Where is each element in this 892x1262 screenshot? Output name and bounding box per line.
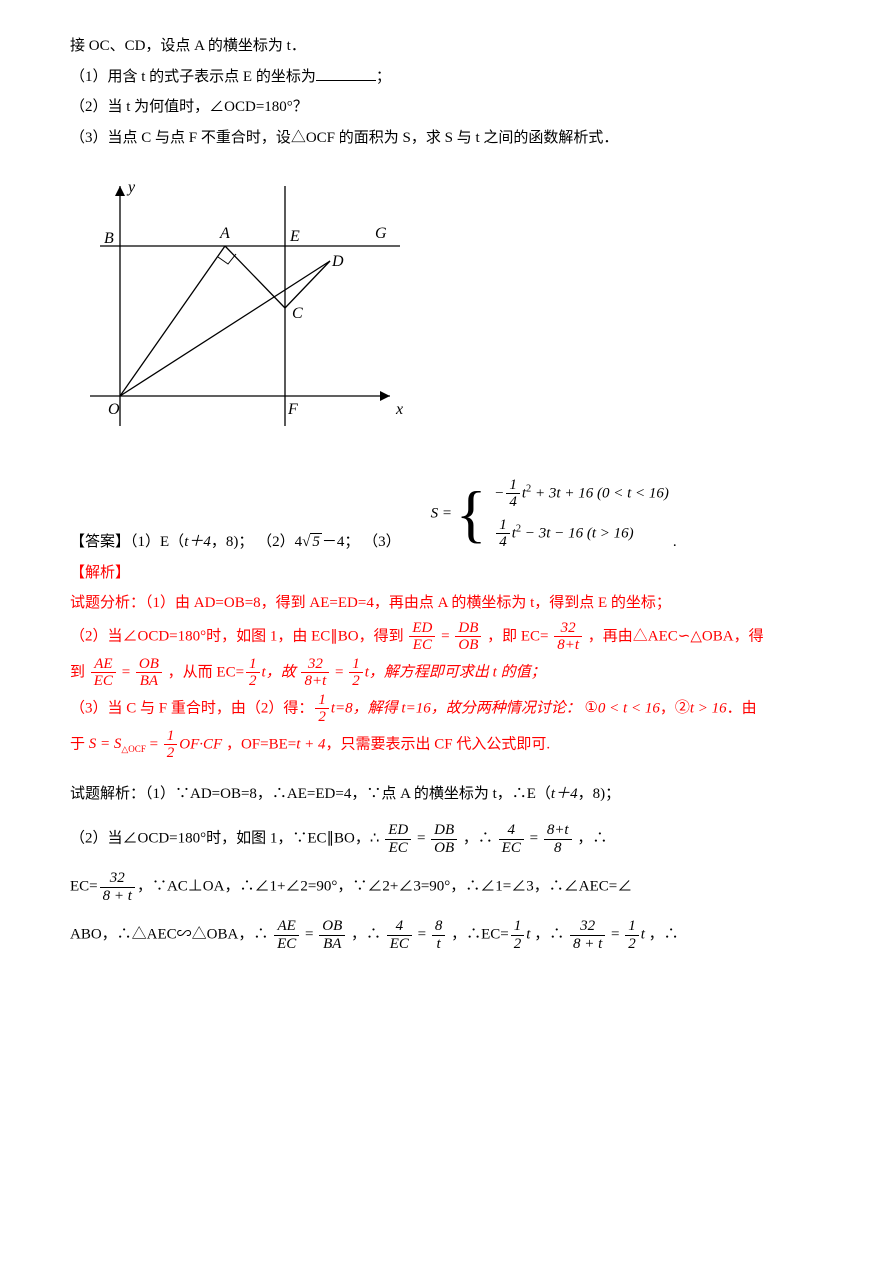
svg-text:B: B: [104, 230, 114, 247]
analysis-2b: 到 AEEC = OBBA ，从而 EC=12t，故 328+t = 12t，解…: [70, 656, 822, 690]
ans-2b: ；: [344, 534, 359, 550]
ans-2a: （2）: [257, 534, 295, 550]
analysis-2a: （2）当∠OCD=180°时，如图 1，由 EC∥BO，得到 EDEC = DB…: [70, 620, 822, 654]
ans-3a: （3）: [363, 534, 401, 550]
q1-text: （1）用含 t 的式子表示点 E 的坐标为: [70, 69, 316, 85]
svg-text:y: y: [126, 179, 136, 196]
analysis-3a: （3）当 C 与 F 重合时，由（2）得：12t=8，解得 t=16，故分两种情…: [70, 692, 822, 726]
piecewise-S: S = { −14t2 + 3t + 16 (0 < t < 16) 14t2 …: [431, 471, 669, 557]
ans-1-exp: t＋4: [184, 534, 211, 550]
ans-2-exp: 4√5－4: [295, 533, 345, 550]
answer-label: 【答案】: [70, 534, 130, 550]
svg-text:A: A: [219, 225, 230, 242]
analysis-1: 试题分析：（1）由 AD=OB=8，得到 AE=ED=4，再由点 A 的横坐标为…: [70, 589, 822, 618]
q1-semi: ；: [376, 69, 391, 85]
svg-text:E: E: [289, 228, 300, 245]
ans-period: .: [673, 528, 677, 557]
blank-fill: [316, 65, 376, 81]
svg-text:x: x: [395, 401, 403, 418]
solution-2a: （2）当∠OCD=180°时，如图 1，∵EC∥BO，∴ EDEC = DBOB…: [70, 822, 822, 856]
svg-text:C: C: [292, 305, 303, 322]
answer-row: 【答案】（1）E（t＋4，8)； （2）4√5－4； （3） S = { −14…: [70, 471, 822, 557]
svg-text:D: D: [331, 253, 344, 270]
ans-1a: （1）E（: [130, 534, 184, 550]
analysis-title: 【解析】: [70, 559, 822, 588]
S-equals: S =: [431, 505, 452, 521]
analysis-3b: 于 S = S△OCF = 12OF·CF ，OF=BE=t + 4，只需要表示…: [70, 728, 822, 762]
svg-text:O: O: [108, 401, 120, 418]
ans-1b: ，8)；: [211, 534, 254, 550]
problem-line-1: （1）用含 t 的式子表示点 E 的坐标为 ；: [70, 63, 822, 92]
coordinate-diagram: O x y B A E G D C F: [70, 166, 822, 457]
solution-2c: ABO，∴△AEC∽△OBA，∴ AEEC = OBBA ，∴ 4EC = 8t…: [70, 918, 822, 952]
solution-2b: EC=328 + t，∵AC⊥OA，∴∠1+∠2=90°，∵∠2+∠3=90°，…: [70, 870, 822, 904]
problem-line-2: （2）当 t 为何值时，∠OCD=180°？: [70, 93, 822, 122]
problem-line-0: 接 OC、CD，设点 A 的横坐标为 t．: [70, 32, 822, 61]
svg-text:F: F: [287, 401, 298, 418]
solution-1: 试题解析：（1）∵AD=OB=8，∴AE=ED=4，∵点 A 的横坐标为 t，∴…: [70, 780, 822, 809]
problem-line-3: （3）当点 C 与点 F 不重合时，设△OCF 的面积为 S，求 S 与 t 之…: [70, 124, 822, 153]
svg-text:G: G: [375, 225, 387, 242]
